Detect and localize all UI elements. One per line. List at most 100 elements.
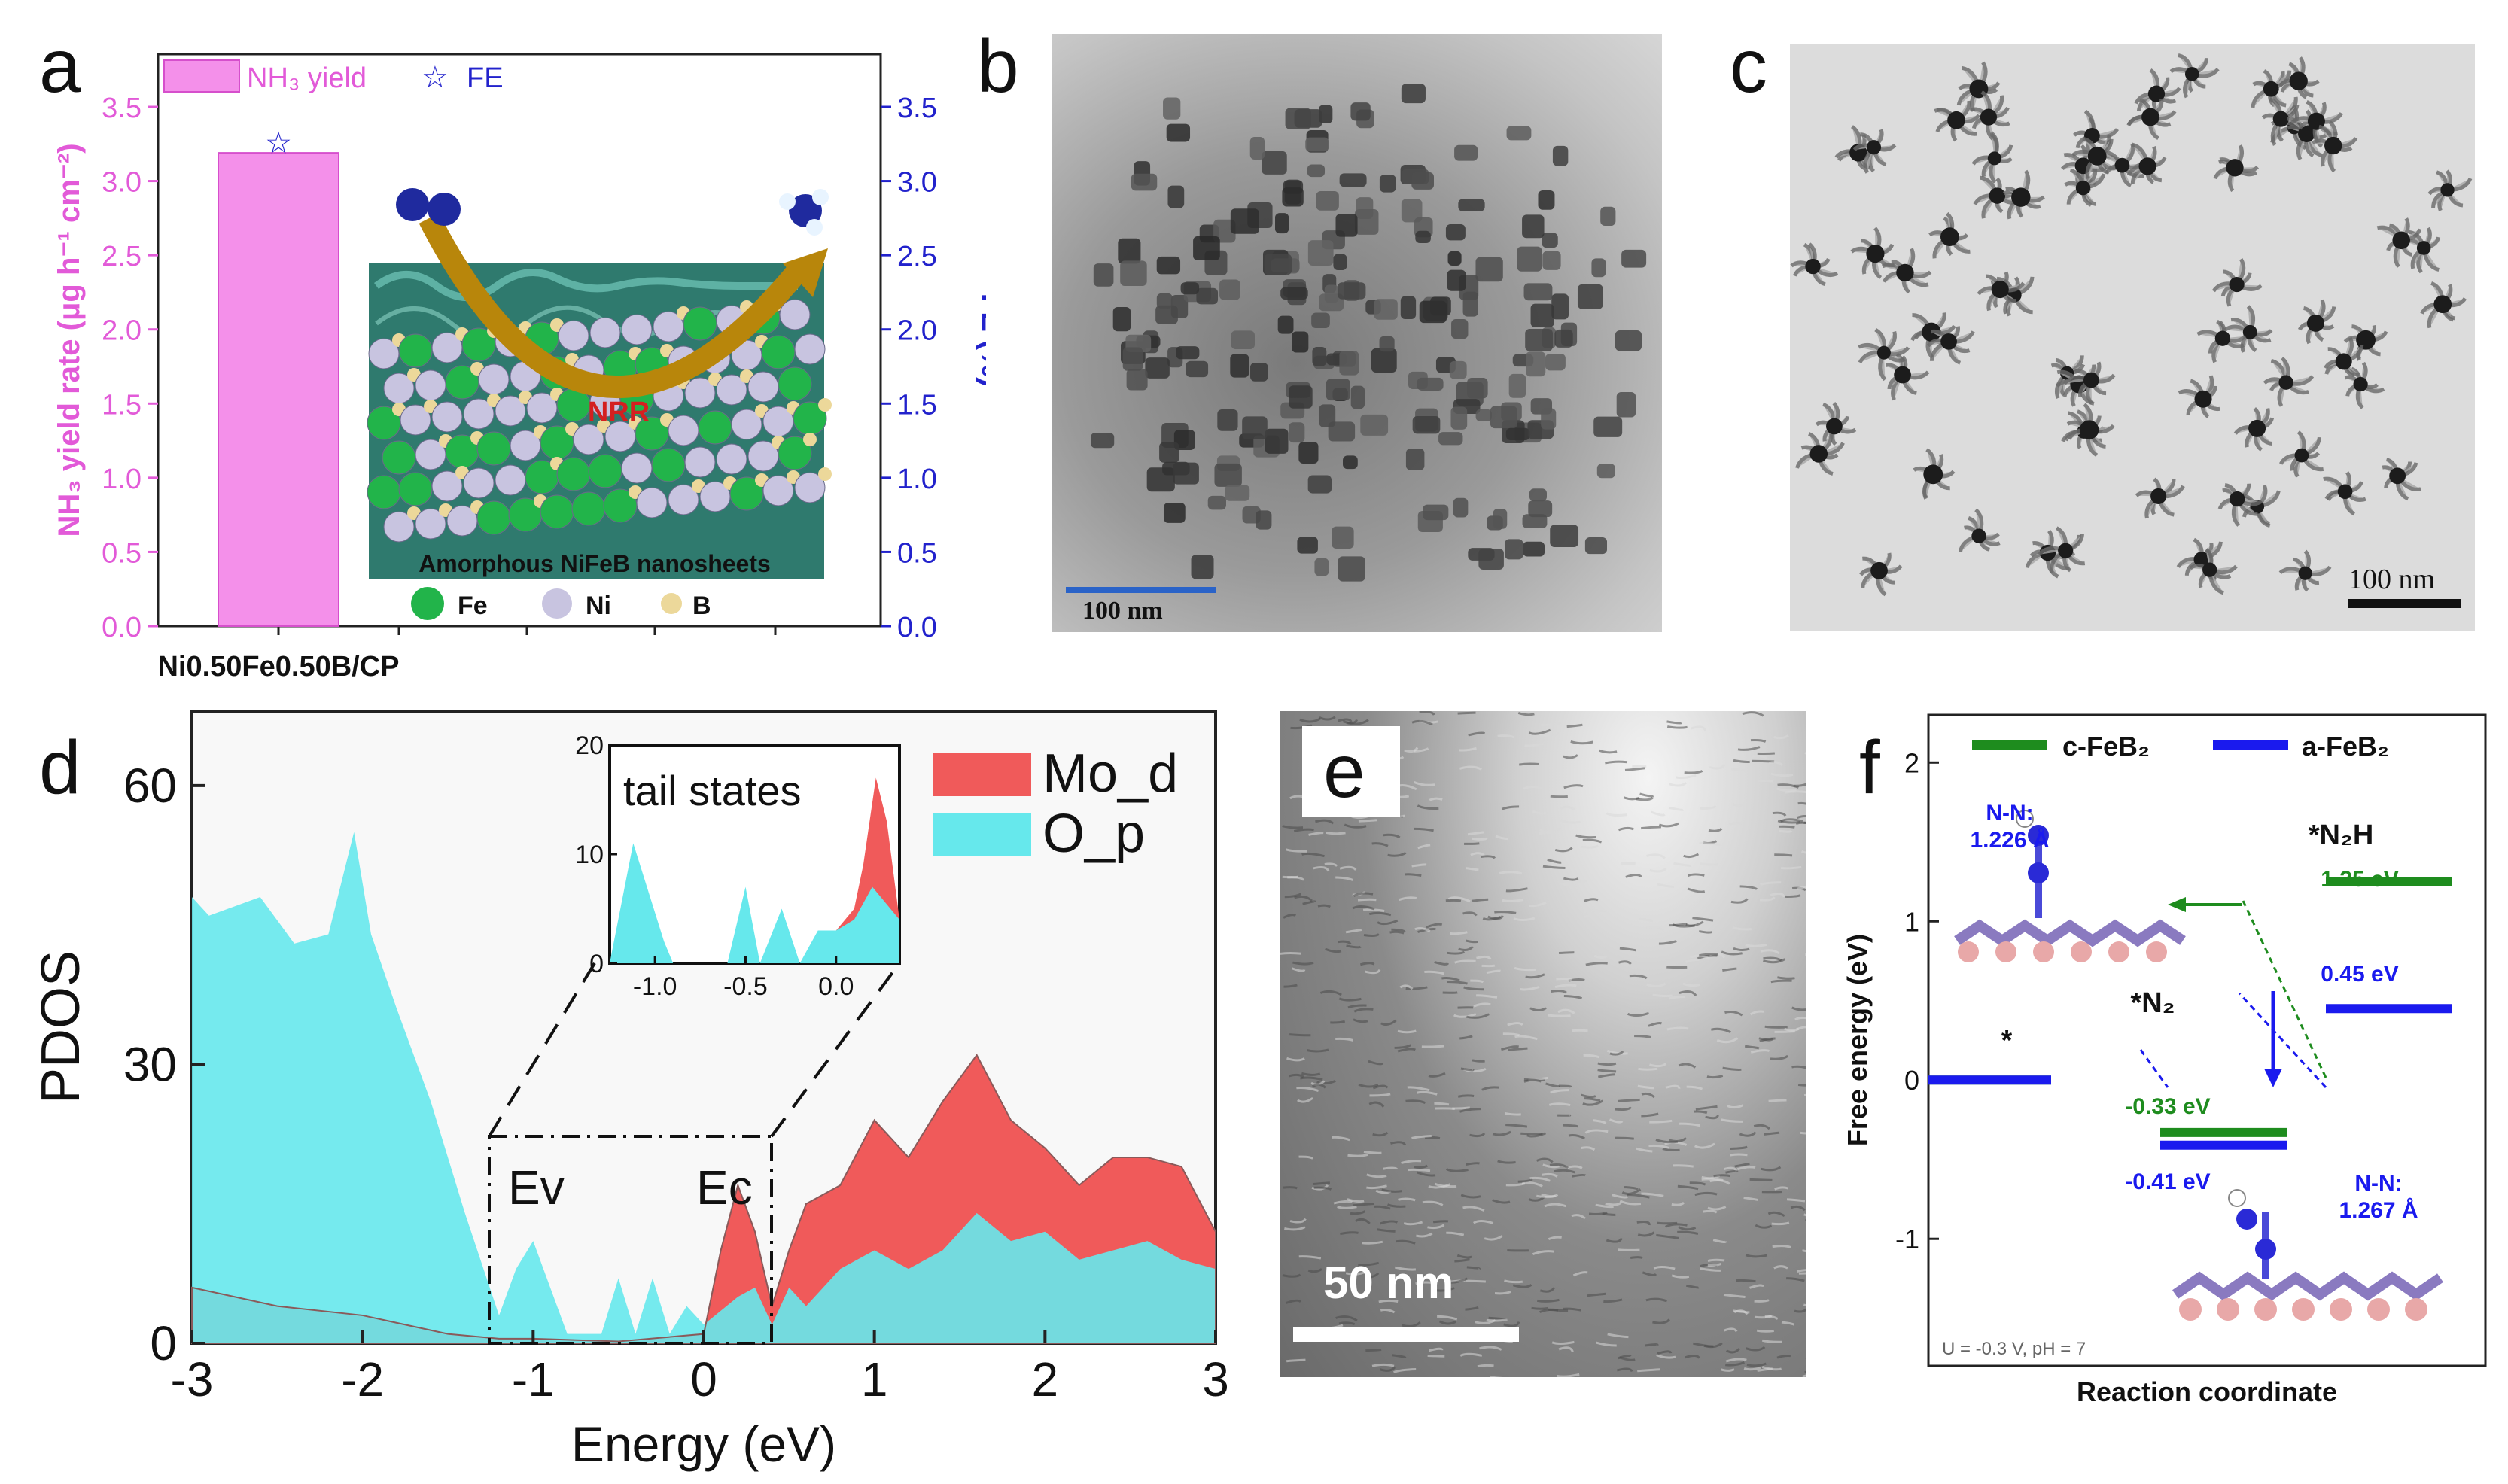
- texture-stroke: [1732, 801, 1747, 807]
- right-y-tick-label: 0.0: [897, 612, 937, 643]
- texture-stroke: [1517, 712, 1535, 716]
- texture-stroke: [1335, 1037, 1353, 1042]
- texture-stroke: [1395, 1239, 1416, 1245]
- texture-stroke: [1415, 1281, 1436, 1285]
- nanoflower-core: [1987, 151, 2001, 166]
- nanoflower-core: [2242, 324, 2257, 339]
- texture-stroke: [1803, 1093, 1806, 1096]
- texture-stroke: [1319, 990, 1342, 996]
- texture-stroke: [1458, 747, 1477, 752]
- lattice-atom: [476, 500, 511, 535]
- texture-stroke: [1773, 734, 1789, 740]
- texture-stroke: [1692, 917, 1714, 922]
- texture-stroke: [1621, 1188, 1642, 1195]
- nanoflower: [2189, 547, 2238, 595]
- left-y-tick-label: 2.0: [102, 315, 142, 347]
- o-p-area: [192, 832, 1216, 1343]
- texture-stroke: [1476, 994, 1498, 999]
- texture-stroke: [1542, 1163, 1560, 1169]
- texture-stroke: [1560, 805, 1575, 811]
- ec-marker: Ec: [696, 1160, 753, 1215]
- nanoflower-core: [1989, 187, 2006, 204]
- texture-stroke: [1763, 956, 1782, 962]
- texture-stroke: [1383, 833, 1401, 839]
- texture-stroke: [1346, 719, 1369, 725]
- panel-a-ylabel-left: NH₃ yield rate (μg h⁻¹ cm⁻²): [53, 143, 86, 537]
- nanoparticle: [1262, 151, 1287, 175]
- nanoflower-core: [1940, 227, 1959, 246]
- species-n2h: *N₂H: [2309, 820, 2374, 851]
- nanoflower-core: [2289, 71, 2308, 90]
- texture-stroke: [1401, 1160, 1422, 1164]
- nanoparticle: [1207, 495, 1226, 510]
- lattice-atom: [415, 369, 446, 401]
- nanoflower: [2233, 407, 2275, 452]
- texture-stroke: [1657, 883, 1675, 889]
- lattice-atom: [716, 443, 747, 475]
- texture-stroke: [1380, 1220, 1399, 1225]
- texture-stroke: [1313, 1186, 1332, 1191]
- texture-stroke: [1405, 986, 1428, 990]
- texture-stroke: [1504, 1279, 1523, 1284]
- nanoparticle: [1256, 510, 1272, 530]
- texture-stroke: [1725, 1358, 1747, 1363]
- texture-stroke: [1383, 1166, 1399, 1170]
- texture-stroke: [1399, 984, 1414, 990]
- texture-stroke: [1363, 1151, 1382, 1154]
- texture-stroke: [1554, 847, 1573, 853]
- nanoparticle: [1167, 185, 1185, 208]
- nanoparticle: [1156, 293, 1173, 309]
- texture-stroke: [1710, 1027, 1731, 1034]
- texture-stroke: [1584, 1129, 1609, 1134]
- nanoflower: [2126, 142, 2167, 184]
- nanoflower-core: [2263, 81, 2279, 97]
- y-tick-label: 0: [1904, 1065, 1919, 1096]
- texture-stroke: [1803, 821, 1806, 824]
- nanoflower-core: [2141, 108, 2159, 126]
- texture-stroke: [1584, 914, 1601, 918]
- lattice-atom: [698, 410, 732, 445]
- texture-stroke: [1649, 867, 1667, 873]
- left-y-tick-label: 0.5: [102, 537, 142, 569]
- texture-stroke: [1597, 1069, 1617, 1073]
- texture-stroke: [1404, 873, 1422, 877]
- texture-stroke: [1790, 1205, 1806, 1212]
- texture-stroke: [1536, 1157, 1554, 1163]
- nanoparticle: [1166, 123, 1191, 142]
- texture-stroke: [1770, 979, 1792, 984]
- nanoflower: [1958, 508, 2001, 553]
- texture-stroke: [1358, 1083, 1379, 1088]
- texture-stroke: [1725, 1361, 1745, 1367]
- nanoparticle: [1217, 409, 1238, 431]
- texture-stroke: [1666, 1026, 1689, 1031]
- texture-stroke: [1469, 1133, 1486, 1138]
- texture-stroke: [1311, 1184, 1329, 1191]
- texture-stroke: [1716, 1037, 1739, 1044]
- texture-stroke: [1743, 1197, 1758, 1201]
- texture-stroke: [1700, 804, 1717, 810]
- nanoparticle: [1350, 385, 1365, 409]
- nanoflower-core: [2298, 125, 2315, 143]
- nanoparticle: [1523, 541, 1545, 557]
- x-tick-label: -3: [171, 1352, 214, 1406]
- energy-label-m041: -0.41 eV: [2125, 1169, 2210, 1194]
- nanoparticle: [1505, 539, 1523, 560]
- texture-stroke: [1803, 1303, 1806, 1307]
- lattice-atom: [761, 335, 796, 369]
- texture-stroke: [1566, 723, 1583, 728]
- texture-stroke: [1523, 785, 1542, 790]
- yield-bar: [218, 152, 339, 628]
- texture-stroke: [1494, 911, 1517, 914]
- nanoflower: [2278, 430, 2324, 478]
- texture-stroke: [1332, 1136, 1350, 1142]
- nanoparticle: [1508, 373, 1526, 398]
- n2h-structure-lower: [2172, 1189, 2443, 1321]
- texture-stroke: [1649, 1119, 1673, 1124]
- texture-stroke: [1353, 1008, 1374, 1013]
- texture-stroke: [1669, 923, 1688, 927]
- texture-stroke: [1551, 1340, 1575, 1345]
- texture-stroke: [1539, 731, 1560, 738]
- texture-stroke: [1749, 1284, 1764, 1289]
- nanoparticle: [1305, 137, 1329, 152]
